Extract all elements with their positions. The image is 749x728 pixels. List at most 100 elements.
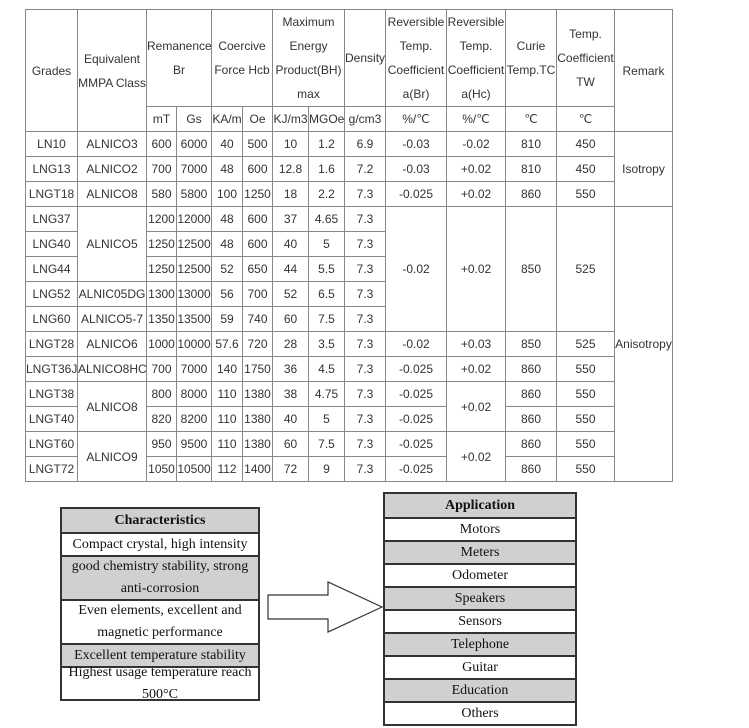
header-grades: Grades <box>25 9 78 132</box>
table-cell: 7.3 <box>344 181 387 207</box>
table-cell: ALNICO2 <box>77 156 147 182</box>
table-cell: 700 <box>146 156 177 182</box>
table-cell: 4.75 <box>308 381 346 407</box>
table-cell: LNG52 <box>25 281 78 307</box>
table-cell: ALNICO8 <box>77 181 147 207</box>
table-cell: 800 <box>146 381 177 407</box>
right-arrow-icon <box>267 581 384 633</box>
table-row: LNG60 ALNICO5-7 1350 13500 59 740 60 7.5 7.3 <box>25 306 673 332</box>
table-cell: 7.3 <box>344 431 387 457</box>
header-rev-hc: Reversible Temp. Coefficient a(Hc) <box>446 9 507 107</box>
table-cell: 110 <box>211 431 244 457</box>
table-cell: LNGT36J <box>25 356 78 382</box>
unit-cell: ℃ <box>505 106 558 132</box>
table-cell: 6.5 <box>308 281 346 307</box>
table-cell: 48 <box>211 156 244 182</box>
table-cell: 5800 <box>175 181 213 207</box>
table-cell: +0.02 <box>446 431 507 482</box>
table-row: LNG40 1250 12500 48 600 40 5 7.3 <box>25 231 673 257</box>
table-cell: 52 <box>272 281 310 307</box>
table-cell: ALNICO8HC <box>77 356 147 382</box>
table-cell: 500 <box>242 131 274 157</box>
application-item: Speakers <box>385 586 575 609</box>
application-item: Meters <box>385 540 575 563</box>
table-row: LNGT28 ALNICO6 1000 10000 57.6 720 28 3.5 7.3 -0.… <box>25 331 673 357</box>
table-cell: 950 <box>146 431 177 457</box>
table-cell: 1.2 <box>308 131 346 157</box>
table-cell: ALNICO6 <box>77 331 147 357</box>
table-cell: 860 <box>505 406 558 432</box>
table-cell: 600 <box>146 131 177 157</box>
table-cell: 4.5 <box>308 356 346 382</box>
table-cell: 38 <box>272 381 310 407</box>
table-row: LN10 ALNICO3 600 6000 40 500 10 1.2 6.9 -0.03 -0.0… <box>25 131 674 207</box>
table-cell: 6000 <box>175 131 213 157</box>
table-cell: 28 <box>272 331 310 357</box>
characteristic-item: Even elements, excellent and magnetic pe… <box>62 599 258 643</box>
table-cell: 1250 <box>242 181 274 207</box>
table-cell: 550 <box>556 456 616 482</box>
unit-cell: KA/m <box>211 106 244 132</box>
table-cell: 18 <box>272 181 310 207</box>
table-cell: 860 <box>505 181 558 207</box>
table-cell: +0.02 <box>446 206 507 332</box>
table-cell: 810 <box>505 131 558 157</box>
table-cell: 7.3 <box>344 281 387 307</box>
table-cell: 100 <box>211 181 244 207</box>
table-cell: 810 <box>505 156 558 182</box>
table-cell: ALNICO9 <box>77 431 147 482</box>
header-remark: Remark <box>614 9 674 132</box>
table-cell: ALNICO5-7 <box>77 306 147 332</box>
table-cell: 7.2 <box>344 156 387 182</box>
header-curie: Curie Temp.TC <box>505 9 558 107</box>
table-cell: 720 <box>242 331 274 357</box>
table-row: LNG37 ALNICO5 1200 12000 48 600 37 4.65 7.3 -0.02… <box>25 206 674 482</box>
table-cell: 1350 <box>146 306 177 332</box>
table-cell: 48 <box>211 231 244 257</box>
table-cell: 450 <box>556 131 616 157</box>
table-cell: LNG37 <box>25 206 78 232</box>
table-cell: 1250 <box>146 231 177 257</box>
table-cell: 7.3 <box>344 331 387 357</box>
table-cell: 860 <box>505 381 558 407</box>
unit-cell: KJ/m3 <box>272 106 310 132</box>
table-cell: LNG60 <box>25 306 78 332</box>
table-cell: 40 <box>211 131 244 157</box>
table-cell: 10500 <box>175 456 213 482</box>
table-cell: 4.65 <box>308 206 346 232</box>
table-cell: LNGT60 <box>25 431 78 457</box>
units-row: mT Gs KA/m Oe KJ/m3 MGOe g/cm3 %/℃ %/℃ ℃ ℃ <box>26 106 673 132</box>
table-cell: 860 <box>505 356 558 382</box>
application-title: Application <box>385 494 575 517</box>
table-cell: -0.025 <box>385 431 448 457</box>
table-cell: 13000 <box>175 281 213 307</box>
table-cell: Anisotropy <box>614 206 674 482</box>
table-cell: 700 <box>146 356 177 382</box>
table-cell: 1300 <box>146 281 177 307</box>
table-cell: 1250 <box>146 256 177 282</box>
table-cell: Isotropy <box>614 131 674 207</box>
table-cell: 1400 <box>242 456 274 482</box>
characteristics-title: Characteristics <box>62 509 258 532</box>
table-cell: LNGT72 <box>25 456 78 482</box>
table-cell: 600 <box>242 156 274 182</box>
table-cell: 7000 <box>175 156 213 182</box>
table-cell: 12.8 <box>272 156 310 182</box>
table-cell: LNGT40 <box>25 406 78 432</box>
table-cell: 6.9 <box>344 131 387 157</box>
table-cell: 37 <box>272 206 310 232</box>
unit-cell: %/℃ <box>446 106 507 132</box>
table-cell: 600 <box>242 231 274 257</box>
header-remanence: Remanence Br <box>145 9 213 107</box>
table-cell: ALNICO8 <box>77 381 147 432</box>
table-cell: -0.025 <box>385 406 448 432</box>
table-row: LNGT36J ALNICO8HC 700 7000 140 1750 36 4.5 7.3 -0… <box>25 356 673 382</box>
table-cell: 860 <box>505 456 558 482</box>
table-cell: 8000 <box>175 381 213 407</box>
table-row: LNG13 ALNICO2 700 7000 48 600 12.8 1.6 7.2 -0.03 +… <box>25 156 673 182</box>
table-cell: 44 <box>272 256 310 282</box>
table-cell: 550 <box>556 381 616 407</box>
table-cell: 850 <box>505 206 558 332</box>
table-cell: 72 <box>272 456 310 482</box>
table-cell: +0.02 <box>446 356 507 382</box>
